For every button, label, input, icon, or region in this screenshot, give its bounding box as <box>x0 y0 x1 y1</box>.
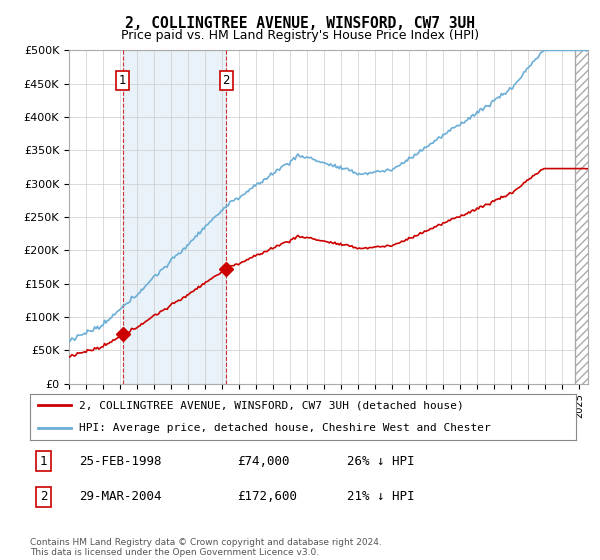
Bar <box>122 50 226 384</box>
Text: Price paid vs. HM Land Registry's House Price Index (HPI): Price paid vs. HM Land Registry's House … <box>121 29 479 42</box>
Text: Contains HM Land Registry data © Crown copyright and database right 2024.
This d: Contains HM Land Registry data © Crown c… <box>30 538 382 557</box>
Text: £74,000: £74,000 <box>238 455 290 468</box>
Text: £172,600: £172,600 <box>238 491 298 503</box>
Text: 2, COLLINGTREE AVENUE, WINSFORD, CW7 3UH: 2, COLLINGTREE AVENUE, WINSFORD, CW7 3UH <box>125 16 475 31</box>
Text: 2: 2 <box>223 74 230 87</box>
Text: 29-MAR-2004: 29-MAR-2004 <box>79 491 161 503</box>
Bar <box>575 50 588 384</box>
Text: 1: 1 <box>119 74 126 87</box>
Bar <box>575 50 588 384</box>
Text: 1: 1 <box>40 455 47 468</box>
Text: 26% ↓ HPI: 26% ↓ HPI <box>347 455 414 468</box>
Text: 2, COLLINGTREE AVENUE, WINSFORD, CW7 3UH (detached house): 2, COLLINGTREE AVENUE, WINSFORD, CW7 3UH… <box>79 400 464 410</box>
Text: 21% ↓ HPI: 21% ↓ HPI <box>347 491 414 503</box>
Text: 25-FEB-1998: 25-FEB-1998 <box>79 455 161 468</box>
Text: 2: 2 <box>40 491 47 503</box>
Text: HPI: Average price, detached house, Cheshire West and Chester: HPI: Average price, detached house, Ches… <box>79 423 491 433</box>
